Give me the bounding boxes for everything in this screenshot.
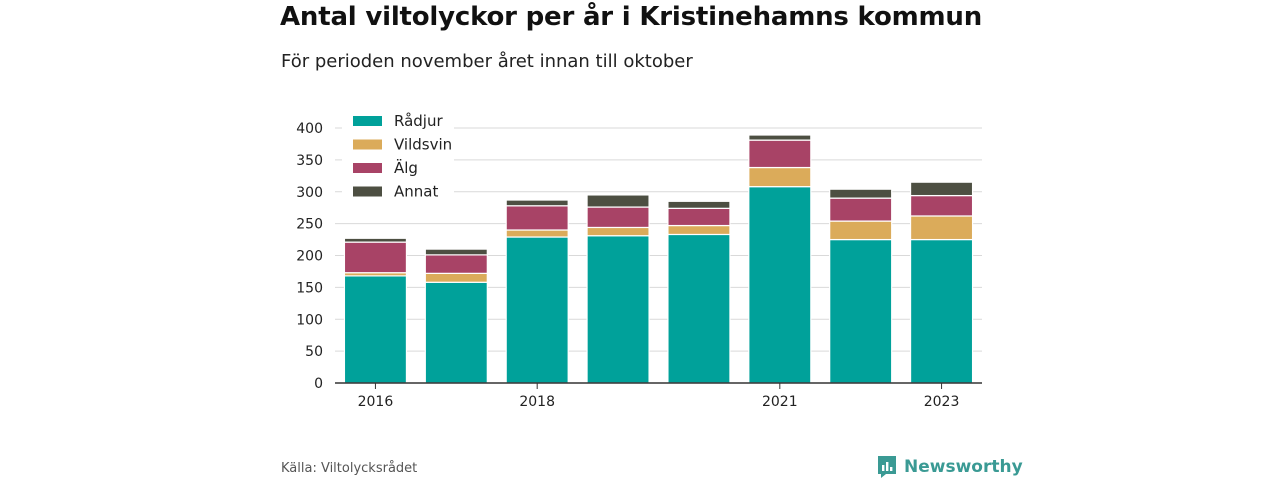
y-tick-label: 0	[314, 376, 323, 392]
bar-segment	[909, 194, 974, 217]
legend-label: Älg	[394, 158, 418, 177]
y-tick-label: 200	[296, 249, 323, 265]
bar-segment	[586, 194, 650, 208]
bar-segment	[424, 254, 488, 274]
y-tick-label: 50	[305, 344, 323, 360]
y-tick-label: 300	[296, 185, 323, 201]
bar-segment	[505, 236, 569, 384]
bar-segment	[586, 235, 650, 384]
bar-segment	[829, 220, 893, 241]
legend-swatch	[353, 186, 382, 197]
newsworthy-icon	[878, 456, 896, 478]
chart-subtitle: För perioden november året innan till ok…	[281, 51, 693, 72]
legend-swatch	[353, 116, 382, 126]
bar-segment	[748, 186, 812, 384]
bar-segment	[586, 206, 650, 229]
bar-segment	[586, 226, 650, 237]
y-tick-label: 150	[296, 280, 323, 296]
bar-segment	[829, 188, 893, 199]
bar-segment	[505, 199, 569, 207]
bar-segment	[829, 197, 893, 222]
bar-segment	[505, 205, 569, 231]
x-tick-label: 2016	[358, 394, 394, 410]
bar-segment	[748, 139, 812, 169]
bar-segment	[748, 134, 812, 141]
bar-segment	[424, 281, 488, 384]
bar-segment	[343, 275, 408, 384]
source-note: Källa: Viltolycksrådet	[281, 461, 418, 476]
bar-segment	[667, 233, 731, 384]
legend-label: Annat	[394, 183, 438, 201]
bar-segment	[667, 207, 731, 227]
bar-segment	[343, 237, 408, 243]
legend-label: Rådjur	[394, 112, 443, 130]
y-tick-label: 400	[296, 121, 323, 137]
x-tick-label: 2023	[924, 394, 960, 410]
y-tick-label: 100	[296, 312, 323, 328]
bar-segment	[424, 272, 488, 283]
bar-segment	[667, 200, 731, 209]
brand-name: Newsworthy	[904, 457, 1023, 477]
bar-segment	[829, 238, 893, 384]
bar-segment	[748, 166, 812, 188]
bar-segment	[909, 181, 974, 197]
legend-swatch	[353, 139, 382, 150]
bar-segment	[424, 248, 488, 256]
legend-swatch	[353, 163, 382, 173]
y-tick-label: 350	[296, 153, 323, 169]
chart-title: Antal viltolyckor per år i Kristinehamns…	[280, 2, 983, 32]
legend-label: Vildsvin	[394, 136, 452, 154]
y-tick-label: 250	[296, 217, 323, 233]
newsworthy-logo: Newsworthy	[876, 455, 1023, 479]
bar-segment	[343, 241, 408, 274]
bar-segment	[505, 229, 569, 238]
bar-segment	[667, 224, 731, 236]
bar-segment	[909, 215, 974, 241]
x-tick-label: 2018	[519, 394, 555, 410]
bar-segment	[909, 238, 974, 384]
x-tick-label: 2021	[762, 394, 798, 410]
